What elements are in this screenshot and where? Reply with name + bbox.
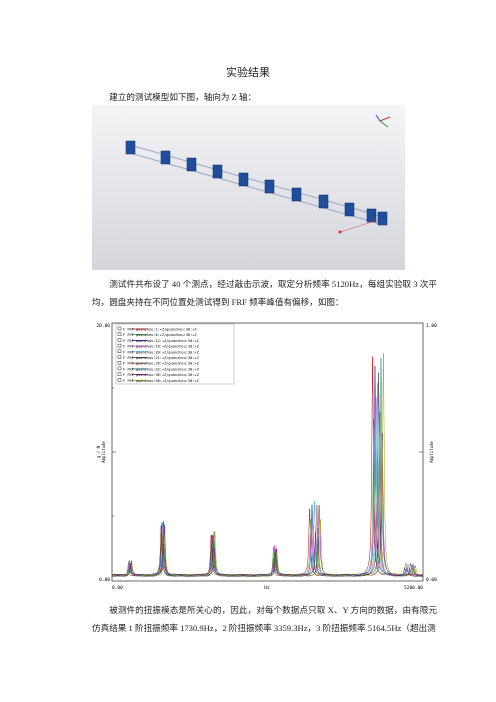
model-image bbox=[92, 105, 405, 270]
frf-curve bbox=[111, 396, 423, 577]
legend-swatch bbox=[117, 332, 122, 336]
frf-curve bbox=[111, 411, 424, 577]
frf-curve bbox=[111, 353, 423, 577]
legend-entry: F FRF guanzhou:16:+Z/guanzhou:30:+Z bbox=[123, 345, 200, 349]
legend-entry: F FRF guanzhou:20:+Z/guanzhou:30:+Z bbox=[123, 350, 200, 354]
legend-swatch bbox=[117, 372, 122, 376]
legend-entry: F FRF guanzhou:36:+Z/guanzhou:30:+Z bbox=[123, 373, 200, 377]
legend-entry: F FRF guanzhou:21:+Z/guanzhou:30:+Z bbox=[123, 356, 200, 360]
legend-box bbox=[115, 323, 235, 385]
paragraph: 测试件共布设了 40 个测点，经过敲击示波，取定分析频率 5120Hz，每组实验… bbox=[92, 279, 437, 307]
axis-title: Amplitude bbox=[101, 441, 106, 463]
paragraph: 被测件的扭振模态是所关心的，因此，对每个数据点只取 X、Y 方向的数据，由有限元… bbox=[92, 605, 437, 633]
legend-swatch bbox=[117, 361, 122, 365]
legend-entry: F FRF guanzhou:12:+Z/guanzhou:30:+Z bbox=[123, 339, 200, 343]
axis-title: g / N bbox=[96, 445, 101, 458]
axis-title: Amplitude bbox=[429, 441, 434, 463]
axis-label: 0.00 bbox=[112, 585, 123, 591]
axis-label: 0.00 bbox=[426, 577, 437, 583]
frf-figure: 20.00 0.00 1.00 0.00 0.00 Hz 5200.00 g /… bbox=[96, 322, 437, 591]
axis-label: 0.00 bbox=[99, 577, 110, 583]
legend-swatch bbox=[117, 326, 122, 331]
legend-entry: F FRF guanzhou:32:+Z/guanzhou:30:+Z bbox=[123, 367, 200, 371]
legend-swatch bbox=[117, 338, 122, 342]
legend-swatch bbox=[117, 343, 122, 348]
paragraph: 建立的测试模型如下图，轴向为 Z 轴： bbox=[109, 92, 257, 102]
axis-label: 5200.00 bbox=[404, 585, 423, 591]
legend-entry: F FRF guanzhou:1:+Z/guanzhou:30:+Z bbox=[123, 328, 197, 332]
legend-entry: F FRF guanzhou:40:+Z/guanzhou:30:+Z bbox=[123, 379, 200, 383]
title: 实验结果 bbox=[226, 67, 270, 79]
legend-swatch bbox=[117, 349, 122, 353]
legend-entry: F FRF guanzhou:6:+Z/guanzhou:30:+Z bbox=[123, 333, 197, 337]
axis-label: 20.00 bbox=[96, 323, 110, 329]
legend-entry: F FRF guanzhou:26:+Z/guanzhou:30:+Z bbox=[123, 362, 200, 366]
legend-swatch bbox=[117, 378, 122, 382]
legend-swatch bbox=[117, 366, 122, 371]
axis-label: 1.00 bbox=[426, 323, 437, 329]
axis-label: Hz bbox=[264, 585, 270, 591]
legend-swatch bbox=[117, 355, 122, 359]
